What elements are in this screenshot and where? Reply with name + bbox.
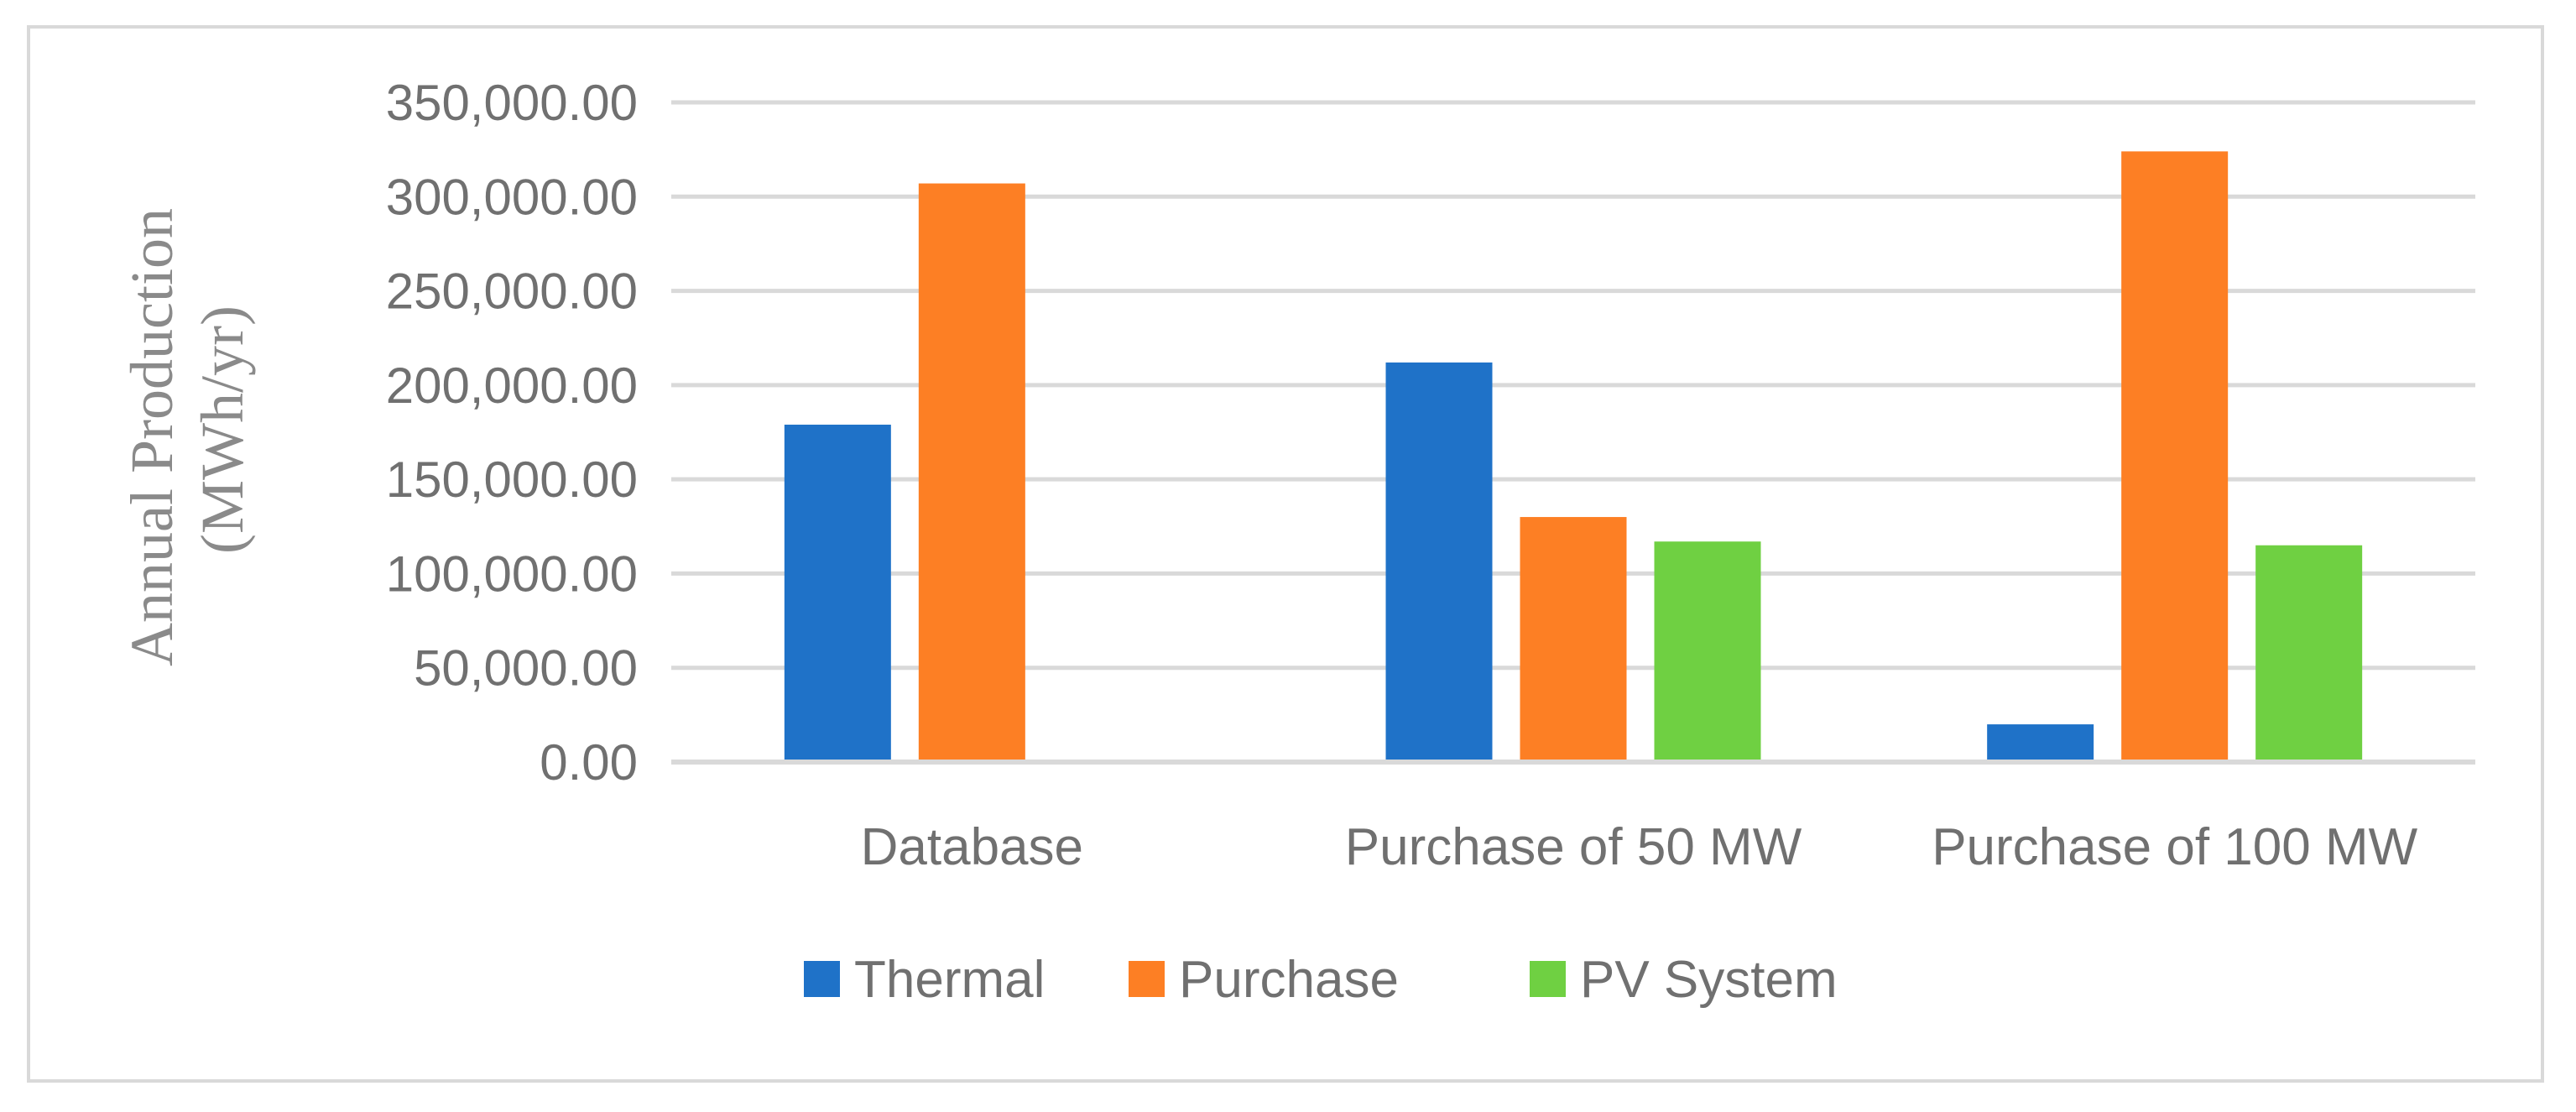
bar-thermal-1 [784,425,891,762]
y-tick-label: 50,000.00 [414,640,638,697]
legend-swatch-thermal [804,961,840,997]
x-category-label: Purchase of 50 MW [1345,818,1802,876]
legend-label-purchase: Purchase [1179,951,1399,1009]
bar-purchase-3 [2121,151,2229,763]
bar-pv-system-3 [2255,545,2363,762]
y-tick-label: 350,000.00 [386,75,638,131]
bar-purchase-1 [918,183,1025,762]
legend-label-pv-system: PV System [1580,951,1838,1009]
x-category-label: Purchase of 100 MW [1932,818,2417,876]
legend-swatch-pv-system [1530,961,1566,997]
y-axis-title-line-1: Annual Production [118,208,185,666]
bar-thermal-3 [1987,724,2094,762]
bars [784,151,2363,763]
y-tick-label: 0.00 [540,734,638,791]
y-tick-label: 300,000.00 [386,169,638,225]
bar-purchase-2 [1520,517,1627,762]
legend-swatch-purchase [1129,961,1165,997]
y-axis-title: Annual Production (MWh/yr) [118,193,256,666]
bar-pv-system-2 [1654,541,1761,762]
y-tick-label: 150,000.00 [386,452,638,508]
y-axis-title-line-2: (MWh/yr) [189,305,256,554]
legend-label-thermal: Thermal [854,951,1045,1009]
axes: 0.00 50,000.00 100,000.00 150,000.00 200,000… [386,75,2475,876]
x-category-label: Database [861,818,1083,876]
y-tick-label: 200,000.00 [386,358,638,414]
y-tick-label: 100,000.00 [386,546,638,602]
y-tick-label: 250,000.00 [386,264,638,320]
legend: Thermal Purchase PV System [804,951,1838,1009]
bar-thermal-2 [1385,362,1493,762]
